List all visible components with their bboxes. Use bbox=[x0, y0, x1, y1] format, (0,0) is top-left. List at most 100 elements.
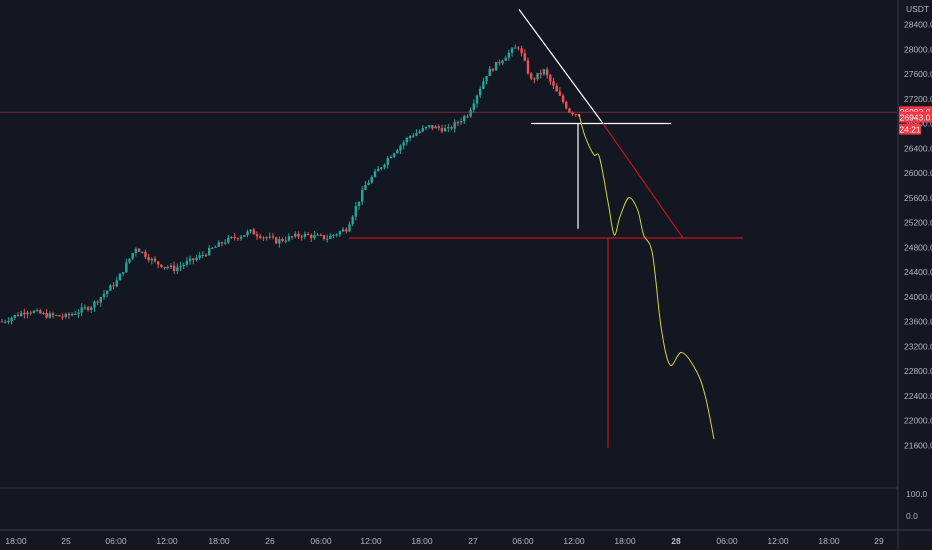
candle-body bbox=[153, 258, 157, 262]
price-tick-label: 26000.0 bbox=[904, 168, 932, 178]
indicator-tick-label: 100.0 bbox=[906, 489, 928, 499]
candle-body bbox=[109, 285, 112, 291]
candle-body bbox=[494, 61, 498, 71]
candle-body bbox=[469, 109, 472, 117]
candle-body bbox=[128, 258, 131, 263]
candle-body bbox=[364, 184, 367, 190]
candle-body bbox=[204, 254, 208, 256]
candle-body bbox=[501, 60, 504, 64]
candle-body bbox=[39, 310, 42, 314]
price-tick-label: 28000.0 bbox=[904, 44, 932, 54]
projection-curve bbox=[578, 114, 715, 440]
candle-body bbox=[447, 127, 450, 129]
candle-body bbox=[230, 236, 233, 238]
candle-body bbox=[214, 246, 217, 248]
candle-body bbox=[443, 128, 447, 132]
candle-body bbox=[278, 239, 281, 244]
candle-body bbox=[13, 315, 16, 318]
time-tick-label: 18:00 bbox=[818, 536, 840, 546]
candle-body bbox=[475, 95, 479, 104]
candle-body bbox=[402, 142, 405, 146]
candle-body bbox=[77, 312, 80, 315]
candle-body bbox=[80, 307, 83, 313]
candle-body bbox=[259, 236, 262, 238]
candle-body bbox=[376, 168, 380, 172]
time-tick-label: 18:00 bbox=[614, 536, 636, 546]
candle-body bbox=[10, 317, 13, 322]
candle-body bbox=[418, 131, 421, 134]
time-tick-label: 27 bbox=[468, 536, 478, 546]
candle-body bbox=[112, 285, 115, 287]
price-tick-label: 24000.0 bbox=[904, 292, 932, 302]
price-tick-label: 22000.0 bbox=[904, 416, 932, 426]
candle-body bbox=[67, 314, 71, 316]
candle-body bbox=[26, 312, 29, 315]
time-tick-label: 18:00 bbox=[411, 536, 433, 546]
candle-body bbox=[45, 312, 48, 318]
candle-body bbox=[262, 237, 265, 239]
time-tick-label: 06:00 bbox=[716, 536, 738, 546]
candle-body bbox=[16, 315, 20, 317]
candle-body bbox=[195, 257, 198, 260]
price-tick-label: 25600.0 bbox=[904, 193, 932, 203]
candle-body bbox=[345, 229, 348, 232]
candle-body bbox=[211, 247, 214, 249]
candle-body bbox=[504, 57, 507, 61]
candle-body bbox=[70, 314, 74, 316]
candle-body bbox=[3, 321, 7, 323]
price-tick-label: 27200.0 bbox=[904, 94, 932, 104]
candle-body bbox=[571, 112, 574, 115]
candle-body bbox=[284, 240, 287, 242]
candle-body bbox=[453, 122, 456, 129]
candle-body bbox=[157, 261, 160, 265]
candle-body bbox=[313, 235, 316, 239]
candle-body bbox=[373, 171, 377, 177]
candle-body bbox=[545, 69, 549, 76]
candle-body bbox=[192, 258, 195, 260]
candle-body bbox=[105, 290, 109, 294]
time-tick-label: 18:00 bbox=[5, 536, 27, 546]
candle-body bbox=[115, 280, 118, 287]
candle-body bbox=[179, 266, 182, 268]
candle-body bbox=[294, 233, 297, 237]
time-axis[interactable]: 18:00 25 06:00 12:00 18:00 26 06:00 12:00 18:00 2… bbox=[5, 536, 884, 546]
candle-body bbox=[555, 85, 558, 92]
candle-body bbox=[287, 236, 291, 241]
candle-body bbox=[322, 235, 326, 240]
candle-body bbox=[227, 237, 230, 243]
red-trendline bbox=[602, 123, 684, 239]
candle-body bbox=[236, 238, 240, 240]
candle-body bbox=[48, 313, 52, 318]
candle-body bbox=[42, 312, 45, 314]
candle-body bbox=[23, 312, 26, 315]
candle-body bbox=[141, 251, 144, 253]
candle-body bbox=[558, 91, 562, 96]
candle-body bbox=[319, 234, 322, 236]
candle-body bbox=[354, 206, 358, 217]
candle-body bbox=[246, 231, 249, 236]
candle-body bbox=[427, 125, 431, 127]
candle-body bbox=[61, 316, 64, 318]
candle-body bbox=[526, 60, 530, 74]
candles bbox=[0, 44, 581, 325]
indicator-tick-label: 0.0 bbox=[906, 511, 918, 521]
candle-body bbox=[507, 52, 511, 58]
candle-body bbox=[463, 116, 466, 122]
candle-body bbox=[517, 47, 520, 49]
time-tick-label: 06:00 bbox=[512, 536, 534, 546]
candle-body bbox=[223, 242, 227, 244]
price-axis[interactable]: 28400.0 28000.0 27600.0 27200.0 26800.0 26400… bbox=[904, 4, 932, 450]
candle-body bbox=[182, 264, 185, 267]
candle-body bbox=[383, 164, 386, 168]
price-label-text: 26943.0 bbox=[900, 113, 931, 123]
candle-body bbox=[208, 247, 211, 256]
price-tick-label: 23200.0 bbox=[904, 341, 932, 351]
candle-body bbox=[131, 252, 134, 259]
candle-body bbox=[99, 297, 103, 303]
candle-body bbox=[150, 258, 154, 261]
candle-body bbox=[412, 135, 415, 137]
candle-body bbox=[389, 156, 393, 159]
time-tick-label: 12:00 bbox=[360, 536, 382, 546]
